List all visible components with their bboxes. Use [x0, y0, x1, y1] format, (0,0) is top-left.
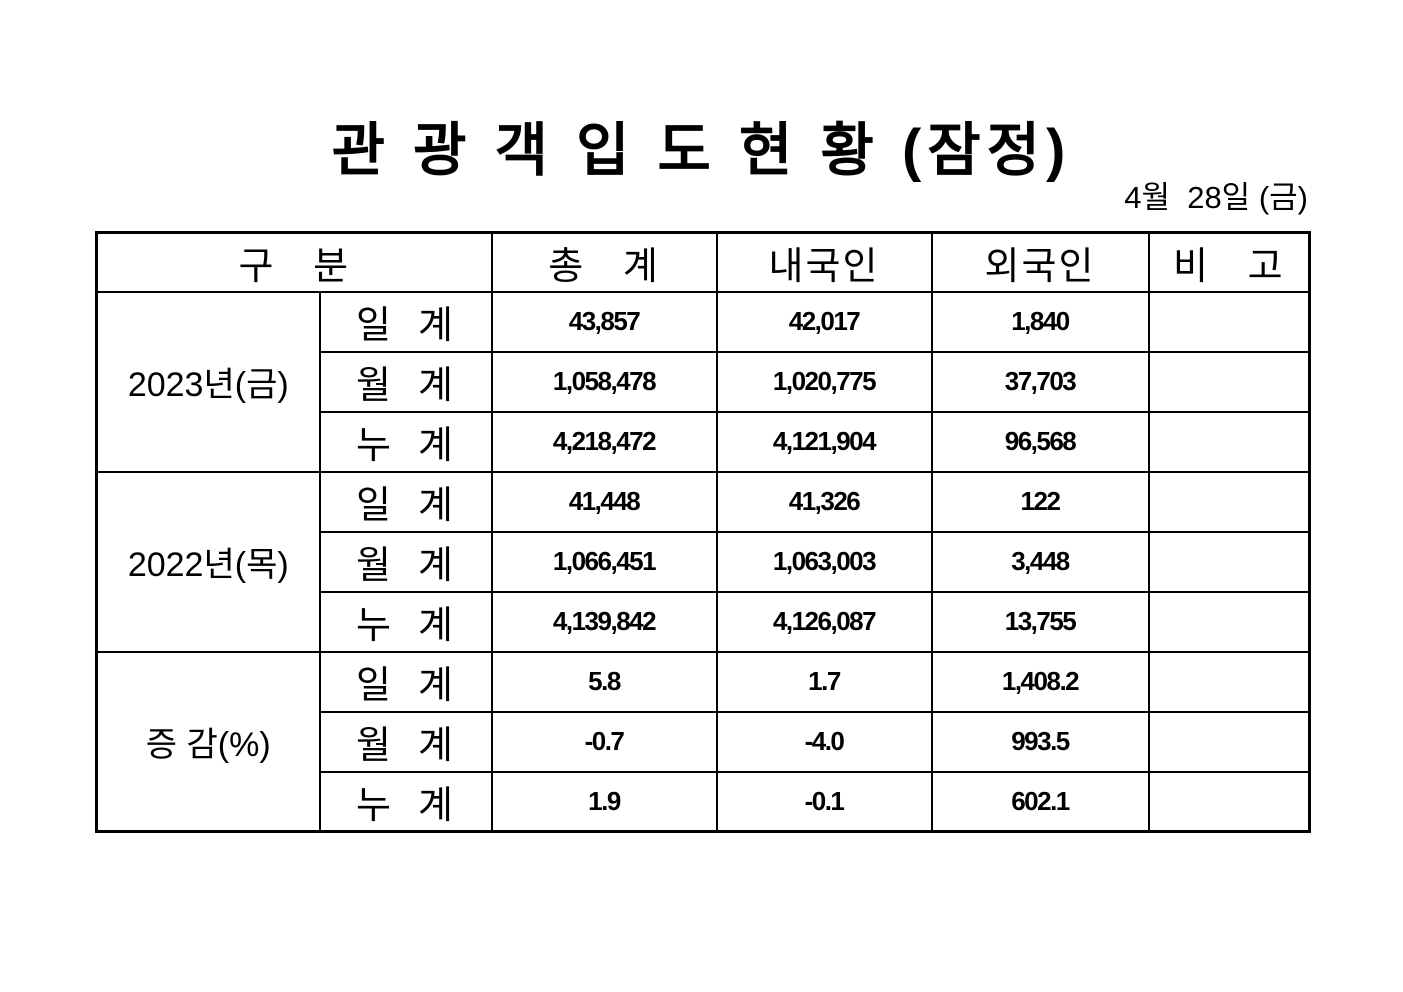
domestic-cell: -4.0 — [715, 710, 933, 773]
total-cell: 4,139,842 — [490, 590, 718, 653]
table-header-row: 구 분 총 계 내국인 외국인 비 고 — [95, 231, 1311, 293]
total-cell: 1,066,451 — [490, 530, 718, 593]
table-row: 2023년(금) 일 계 43,857 42,017 1,840 — [95, 290, 1311, 473]
remark-cell — [1147, 710, 1311, 773]
table-row: 누 계 1.9 -0.1 602.1 — [97, 770, 1311, 833]
remark-cell — [1147, 770, 1311, 833]
foreign-cell: 96,568 — [930, 410, 1150, 473]
table-row: 월 계 1,058,478 1,020,775 37,703 — [97, 350, 1311, 413]
header-category: 구 분 — [95, 231, 493, 293]
remark-cell — [1147, 350, 1311, 413]
table-row: 증 감(%) 일 계 5.8 1.7 1,408.2 — [95, 650, 1311, 833]
row-label: 일 계 — [318, 290, 493, 353]
group-change-percent: 증 감(%) — [95, 650, 321, 833]
row-label: 누 계 — [318, 770, 493, 833]
row-label: 누 계 — [318, 590, 493, 653]
remark-cell — [1147, 650, 1311, 713]
foreign-cell: 993.5 — [930, 710, 1150, 773]
total-cell: 5.8 — [490, 650, 718, 713]
row-label: 일 계 — [318, 650, 493, 713]
remark-cell — [1147, 410, 1311, 473]
domestic-cell: 41,326 — [715, 470, 933, 533]
domestic-cell: 4,121,904 — [715, 410, 933, 473]
total-cell: 43,857 — [490, 290, 718, 353]
table-row: 월 계 -0.7 -4.0 993.5 — [97, 710, 1311, 773]
header-domestic: 내국인 — [715, 231, 933, 293]
table-row: 월 계 1,066,451 1,063,003 3,448 — [97, 530, 1311, 593]
domestic-cell: 1,020,775 — [715, 350, 933, 413]
foreign-cell: 3,448 — [930, 530, 1150, 593]
domestic-cell: 4,126,087 — [715, 590, 933, 653]
remark-cell — [1147, 290, 1311, 353]
table-row: 누 계 4,218,472 4,121,904 96,568 — [97, 410, 1311, 473]
row-label: 누 계 — [318, 410, 493, 473]
page-title: 관 광 객 입 도 현 황 (잠정) — [331, 118, 1072, 183]
foreign-cell: 37,703 — [930, 350, 1150, 413]
row-label: 월 계 — [318, 710, 493, 773]
domestic-cell: -0.1 — [715, 770, 933, 833]
row-label: 월 계 — [318, 350, 493, 413]
foreign-cell: 602.1 — [930, 770, 1150, 833]
group-year-2023: 2023년(금) — [95, 290, 321, 473]
remark-cell — [1147, 590, 1311, 653]
domestic-cell: 1.7 — [715, 650, 933, 713]
foreign-cell: 1,840 — [930, 290, 1150, 353]
tourist-arrival-table: 구 분 총 계 내국인 외국인 비 고 2023년(금) 일 계 43,857 … — [95, 231, 1311, 833]
domestic-cell: 1,063,003 — [715, 530, 933, 593]
total-cell: 1.9 — [490, 770, 718, 833]
header-total: 총 계 — [490, 231, 718, 293]
header-foreign: 외국인 — [930, 231, 1150, 293]
foreign-cell: 122 — [930, 470, 1150, 533]
total-cell: 1,058,478 — [490, 350, 718, 413]
row-label: 일 계 — [318, 470, 493, 533]
total-cell: 41,448 — [490, 470, 718, 533]
domestic-cell: 42,017 — [715, 290, 933, 353]
row-label: 월 계 — [318, 530, 493, 593]
report-date: 4월 28일 (금) — [1124, 180, 1308, 215]
header-remark: 비 고 — [1147, 231, 1311, 293]
total-cell: 4,218,472 — [490, 410, 718, 473]
group-year-2022: 2022년(목) — [95, 470, 321, 653]
table-row: 누 계 4,139,842 4,126,087 13,755 — [97, 590, 1311, 653]
foreign-cell: 13,755 — [930, 590, 1150, 653]
remark-cell — [1147, 530, 1311, 593]
table-row: 2022년(목) 일 계 41,448 41,326 122 — [95, 470, 1311, 653]
foreign-cell: 1,408.2 — [930, 650, 1150, 713]
remark-cell — [1147, 470, 1311, 533]
total-cell: -0.7 — [490, 710, 718, 773]
